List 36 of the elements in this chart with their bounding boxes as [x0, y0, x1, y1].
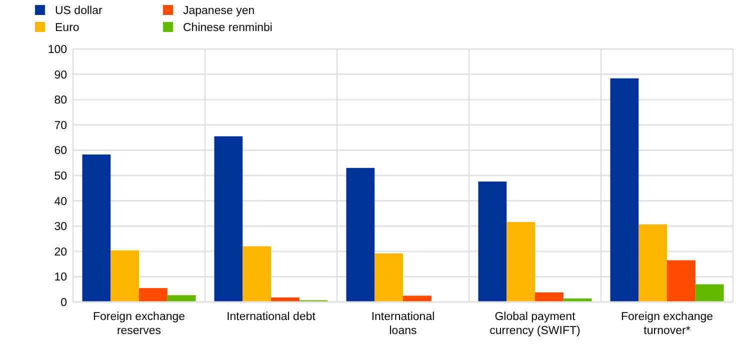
legend-label: Japanese yen: [183, 5, 255, 18]
bar: [167, 295, 196, 302]
bar: [242, 246, 271, 302]
y-tick-label: 0: [60, 297, 67, 310]
bar: [403, 296, 432, 302]
bar: [506, 222, 535, 302]
bar: [695, 284, 724, 302]
x-tick-label: International debt: [226, 311, 316, 323]
bar: [139, 288, 168, 302]
bar: [610, 78, 639, 302]
bar: [346, 168, 375, 302]
bar: [110, 250, 139, 302]
y-tick-label: 10: [54, 272, 67, 284]
bar: [214, 136, 243, 302]
bar: [82, 154, 111, 302]
x-tick-label: International loans: [371, 311, 435, 337]
y-tick-label: 40: [54, 196, 67, 208]
y-tick-label: 60: [54, 145, 67, 158]
bar: [535, 292, 564, 302]
bar: [667, 260, 696, 302]
legend-label: Euro: [55, 22, 80, 34]
bar: [478, 182, 507, 302]
x-tick-label: Foreign exchange turnover*: [620, 311, 714, 337]
legend-label: Chinese renminbi: [183, 22, 272, 34]
y-tick-label: 30: [54, 221, 67, 234]
bar: [638, 224, 667, 302]
x-tick-label: Global payment currency (SWIFT): [490, 311, 581, 337]
legend-label: US dollar: [55, 5, 102, 18]
y-tick-label: 90: [54, 69, 67, 82]
y-tick-label: 50: [54, 170, 67, 183]
y-tick-label: 70: [54, 120, 67, 132]
y-tick-label: 100: [48, 44, 67, 56]
y-tick-label: 80: [54, 94, 67, 107]
x-tick-label: Foreign exchange reserves: [92, 311, 186, 337]
bar: [374, 253, 403, 302]
y-tick-label: 20: [54, 246, 67, 258]
